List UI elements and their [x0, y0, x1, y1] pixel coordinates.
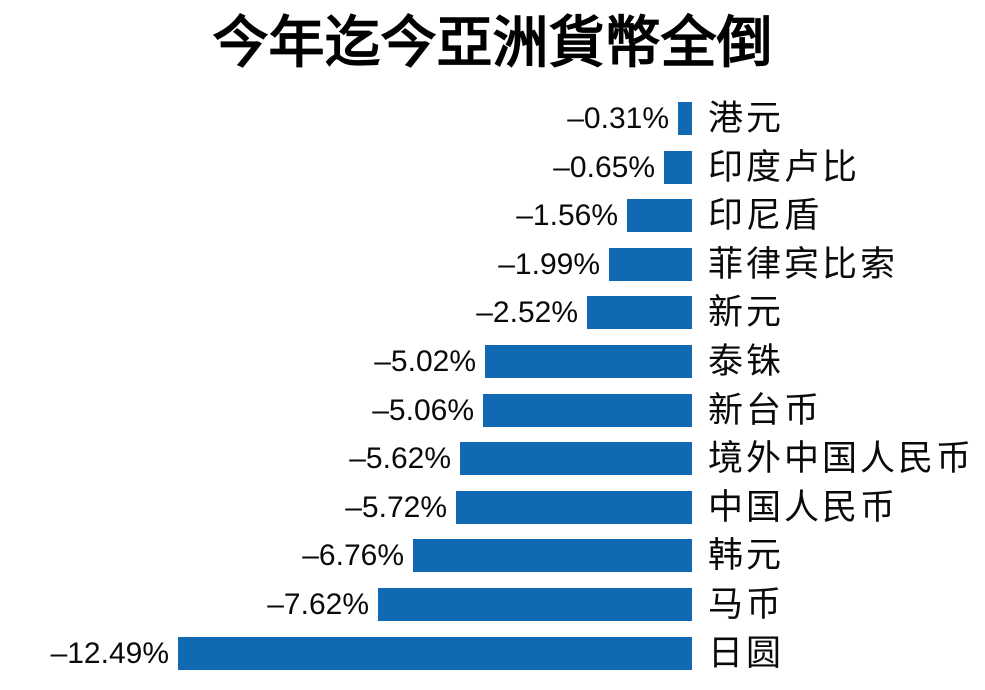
- bar-12: [178, 637, 692, 670]
- value-label: –5.72%: [345, 491, 447, 524]
- value-label: –5.62%: [349, 442, 451, 475]
- value-label: –1.99%: [498, 248, 600, 281]
- value-label: –5.02%: [374, 345, 476, 378]
- category-label: 日圆: [708, 634, 785, 673]
- category-label: 港元: [708, 99, 785, 138]
- value-label: –5.06%: [372, 394, 474, 427]
- bar-2: [664, 151, 692, 184]
- value-label: –0.65%: [553, 151, 655, 184]
- bar-4: [609, 248, 692, 281]
- category-label: 印尼盾: [708, 196, 823, 235]
- bar-3: [627, 199, 692, 232]
- bar-11: [378, 588, 692, 621]
- bar-1: [678, 102, 692, 135]
- category-label: 韩元: [708, 536, 785, 575]
- category-label: 菲律宾比索: [708, 245, 899, 284]
- bar-9: [456, 491, 692, 524]
- bar-6: [485, 345, 692, 378]
- category-label: 泰铢: [708, 342, 785, 381]
- chart-title: 今年迄今亞洲貨幣全倒: [212, 11, 773, 74]
- value-label: –0.31%: [567, 102, 669, 135]
- bar-5: [587, 296, 692, 329]
- value-label: –12.49%: [50, 637, 169, 670]
- bar-10: [413, 539, 692, 572]
- value-label: –2.52%: [476, 296, 578, 329]
- category-label: 中国人民币: [708, 488, 899, 527]
- category-label: 境外中国人民币: [708, 439, 975, 478]
- bar-7: [483, 394, 692, 427]
- category-label: 新元: [708, 293, 785, 332]
- value-label: –7.62%: [267, 588, 369, 621]
- category-label: 马币: [708, 585, 785, 624]
- value-label: –6.76%: [302, 539, 404, 572]
- value-label: –1.56%: [516, 199, 618, 232]
- bar-8: [460, 442, 692, 475]
- category-label: 印度卢比: [708, 148, 861, 187]
- category-label: 新台币: [708, 391, 823, 430]
